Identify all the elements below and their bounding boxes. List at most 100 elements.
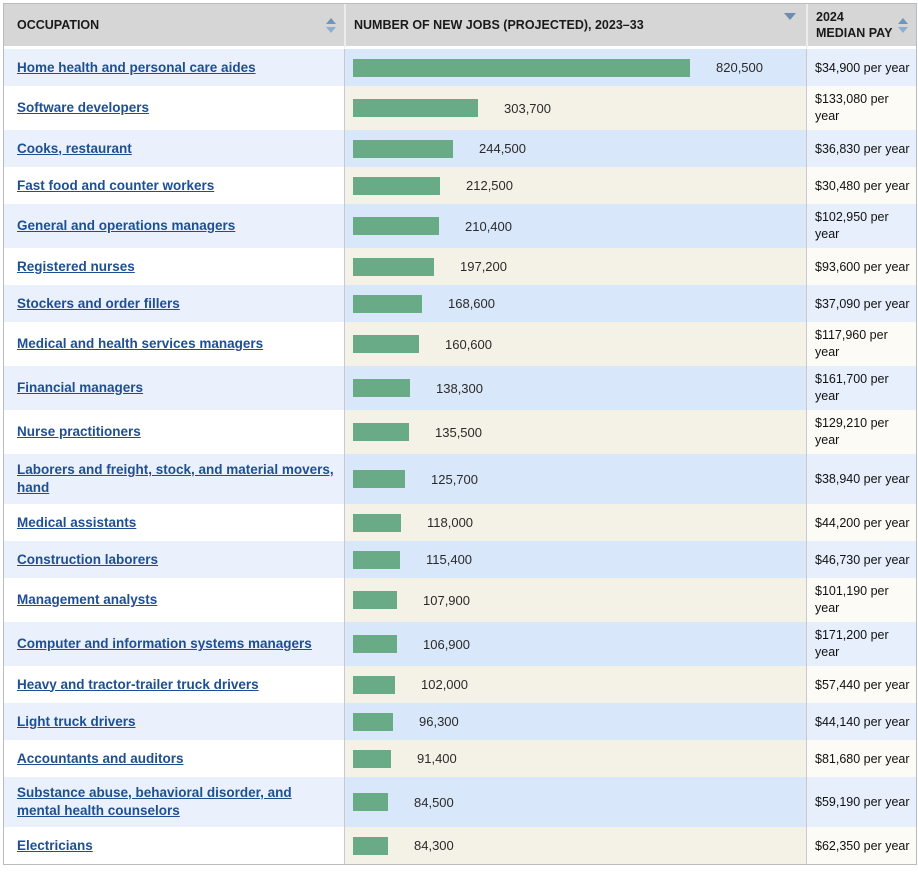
median-pay-cell: $38,940 per year	[806, 454, 916, 504]
jobs-bar	[353, 176, 440, 195]
occupation-link[interactable]: Medical and health services managers	[17, 336, 264, 351]
occupation-link[interactable]: Cooks, restaurant	[17, 140, 132, 156]
occupation-link[interactable]: Software developers	[17, 100, 150, 115]
table-row: General and operations managers 210,400 $1…	[4, 204, 916, 248]
median-pay-cell: $37,090 per year	[806, 285, 916, 322]
table-row: Electricians 84,300 $62,350 per year	[4, 827, 916, 864]
median-pay-cell: $57,440 per year	[806, 666, 916, 703]
median-pay-value: $129,210 per year	[815, 416, 889, 447]
table-row: Medical and health services managers 160,…	[4, 322, 916, 366]
jobs-bar	[353, 139, 453, 158]
new-jobs-cell: 820,500	[344, 49, 806, 86]
occupation-cell: Computer and information systems manager…	[4, 622, 344, 666]
jobs-value-label: 303,700	[504, 100, 551, 116]
occupation-cell: Accountants and auditors	[4, 740, 344, 777]
jobs-value-label: 210,400	[465, 218, 512, 234]
new-jobs-cell: 138,300	[344, 366, 806, 410]
occupation-cell: Registered nurses	[4, 248, 344, 285]
jobs-value-label: 107,900	[423, 592, 470, 608]
occupation-link[interactable]: Nurse practitioners	[17, 424, 141, 439]
table-row: Registered nurses 197,200 $93,600 per year	[4, 248, 916, 285]
occupation-cell: Cooks, restaurant	[4, 130, 344, 167]
jobs-value-label: 115,400	[426, 552, 473, 567]
occupation-cell: Home health and personal care aides	[4, 49, 344, 86]
occupation-link[interactable]: Electricians	[17, 837, 93, 853]
occupation-link[interactable]: Computer and information systems manager…	[17, 636, 312, 651]
table-row: Management analysts 107,900 $101,190 per y…	[4, 578, 916, 622]
jobs-bar	[353, 675, 395, 694]
median-pay-value: $34,900 per year	[815, 60, 910, 75]
occupation-link[interactable]: Laborers and freight, stock, and materia…	[17, 462, 334, 495]
occupation-link[interactable]: Accountants and auditors	[17, 750, 184, 766]
new-jobs-cell: 160,600	[344, 322, 806, 366]
occupation-link[interactable]: Medical assistants	[17, 514, 137, 530]
table-row: Software developers 303,700 $133,080 per y…	[4, 86, 916, 130]
median-pay-value: $38,940 per year	[815, 472, 910, 486]
new-jobs-cell: 125,700	[344, 454, 806, 504]
jobs-bar	[353, 712, 393, 731]
jobs-bar	[353, 379, 410, 397]
new-jobs-cell: 118,000	[344, 504, 806, 541]
occupation-cell: Light truck drivers	[4, 703, 344, 740]
occupation-link[interactable]: Heavy and tractor-trailer truck drivers	[17, 676, 259, 692]
occupation-cell: Software developers	[4, 86, 344, 130]
jobs-value-label: 106,900	[423, 636, 470, 652]
jobs-value-label: 84,300	[414, 838, 454, 853]
jobs-value-label: 84,500	[414, 794, 454, 810]
occupation-link[interactable]: Substance abuse, behavioral disorder, an…	[17, 785, 292, 818]
jobs-bar	[353, 836, 388, 855]
occupation-link[interactable]: Stockers and order fillers	[17, 295, 180, 311]
occupations-projections-table: OCCUPATION NUMBER OF NEW JOBS (PROJECTED…	[3, 3, 917, 865]
new-jobs-cell: 212,500	[344, 167, 806, 204]
table-row: Light truck drivers 96,300 $44,140 per yea…	[4, 703, 916, 740]
median-pay-cell: $101,190 per year	[806, 578, 916, 622]
new-jobs-cell: 106,900	[344, 622, 806, 666]
occupation-link[interactable]: Home health and personal care aides	[17, 59, 256, 75]
new-jobs-cell: 168,600	[344, 285, 806, 322]
table-row: Laborers and freight, stock, and materia…	[4, 454, 916, 504]
median-pay-cell: $93,600 per year	[806, 248, 916, 285]
jobs-bar	[353, 470, 405, 488]
occupation-link[interactable]: Management analysts	[17, 592, 158, 607]
occupation-cell: Nurse practitioners	[4, 410, 344, 454]
jobs-bar	[353, 294, 422, 313]
table-row: Accountants and auditors 91,400 $81,680 pe…	[4, 740, 916, 777]
occupation-link[interactable]: General and operations managers	[17, 218, 236, 233]
sort-icon	[326, 17, 336, 33]
median-pay-cell: $102,950 per year	[806, 204, 916, 248]
jobs-value-label: 102,000	[421, 677, 468, 692]
occupation-link[interactable]: Construction laborers	[17, 551, 159, 567]
occupation-link[interactable]: Registered nurses	[17, 258, 135, 274]
median-pay-cell: $133,080 per year	[806, 86, 916, 130]
median-pay-cell: $62,350 per year	[806, 827, 916, 864]
median-pay-cell: $46,730 per year	[806, 541, 916, 578]
occupation-link[interactable]: Light truck drivers	[17, 713, 136, 729]
occupation-cell: Fast food and counter workers	[4, 167, 344, 204]
column-header-new-jobs[interactable]: NUMBER OF NEW JOBS (PROJECTED), 2023–33	[344, 4, 806, 49]
column-header-occupation[interactable]: OCCUPATION	[4, 4, 344, 49]
occupation-link[interactable]: Financial managers	[17, 380, 144, 395]
table-row: Computer and information systems manager…	[4, 622, 916, 666]
jobs-bar	[353, 423, 409, 441]
jobs-bar	[353, 635, 397, 653]
column-header-median-pay[interactable]: 2024 MEDIAN PAY	[806, 4, 916, 49]
occupation-cell: Medical assistants	[4, 504, 344, 541]
new-jobs-cell: 84,500	[344, 777, 806, 827]
jobs-bar	[353, 257, 434, 276]
new-jobs-cell: 303,700	[344, 86, 806, 130]
occupation-cell: Stockers and order fillers	[4, 285, 344, 322]
jobs-value-label: 138,300	[436, 380, 483, 396]
jobs-value-label: 96,300	[419, 714, 459, 729]
jobs-bar	[353, 335, 419, 353]
median-pay-value: $102,950 per year	[815, 210, 889, 241]
occupation-link[interactable]: Fast food and counter workers	[17, 177, 215, 193]
jobs-bar	[353, 58, 690, 77]
median-pay-value: $161,700 per year	[815, 372, 889, 403]
jobs-value-label: 244,500	[479, 141, 526, 156]
jobs-bar	[353, 591, 397, 609]
jobs-value-label: 160,600	[445, 336, 492, 352]
occupation-header-label: OCCUPATION	[17, 18, 100, 32]
jobs-bar	[353, 749, 391, 768]
table-row: Construction laborers 115,400 $46,730 per …	[4, 541, 916, 578]
median-pay-value: $62,350 per year	[815, 838, 910, 853]
